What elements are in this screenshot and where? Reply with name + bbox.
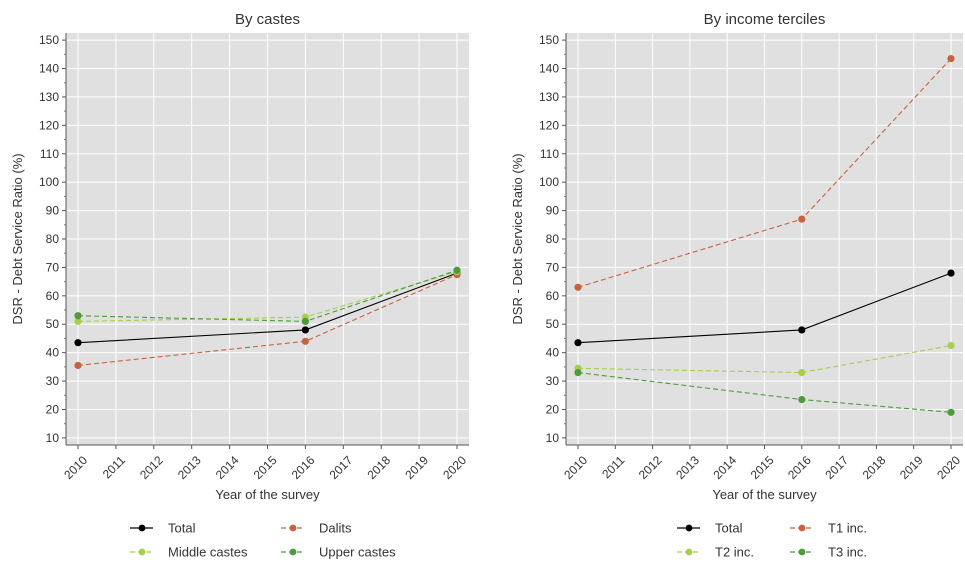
data-point: [301, 326, 309, 334]
data-point: [453, 266, 461, 274]
y-axis-label: DSR - Debt Service Ratio (%): [510, 153, 525, 324]
data-point: [947, 408, 955, 416]
legend-label: T3 inc.: [828, 545, 867, 560]
y-axis-label: DSR - Debt Service Ratio (%): [10, 153, 25, 324]
data-point: [947, 54, 955, 63]
y-tick-label: 110: [40, 147, 59, 161]
legend-swatch-marker: [138, 524, 146, 532]
x-tick-label: 2019: [897, 453, 926, 482]
y-tick-label: 20: [46, 402, 60, 416]
chart-title: By castes: [235, 11, 300, 28]
legend-label: T2 inc.: [715, 545, 754, 560]
x-tick-label: 2018: [860, 453, 889, 482]
legend-label: Total: [168, 521, 196, 536]
chart-title: By income terciles: [704, 11, 826, 28]
x-tick-label: 2017: [327, 453, 356, 482]
y-tick-label: 110: [540, 147, 559, 161]
data-point: [301, 337, 309, 345]
data-point: [74, 312, 82, 320]
data-point: [798, 326, 806, 334]
y-tick-label: 80: [46, 232, 60, 246]
legend-swatch-marker: [798, 548, 806, 556]
y-tick-label: 30: [46, 374, 60, 388]
data-point: [798, 215, 806, 223]
y-tick-label: 90: [46, 204, 60, 218]
x-tick-label: 2014: [710, 453, 739, 482]
x-tick-label: 2017: [822, 453, 851, 482]
legend-swatch-marker: [138, 548, 146, 556]
y-tick-label: 60: [46, 289, 60, 303]
legend-swatch-marker: [685, 524, 693, 532]
y-tick-label: 100: [539, 175, 559, 189]
data-point: [74, 361, 82, 370]
legend-label: Total: [715, 521, 743, 536]
legend-label: Upper castes: [319, 545, 396, 560]
legend-label: Middle castes: [168, 545, 248, 560]
x-tick-label: 2020: [440, 453, 469, 482]
x-tick-label: 2013: [673, 453, 702, 482]
legend-label: T1 inc.: [828, 521, 867, 536]
y-tick-label: 80: [546, 232, 560, 246]
data-point: [574, 368, 582, 377]
legend-label: Dalits: [319, 521, 352, 536]
y-tick-label: 10: [546, 431, 560, 445]
x-tick-label: 2016: [785, 453, 814, 482]
data-point: [947, 269, 955, 277]
x-tick-label: 2016: [289, 453, 318, 482]
y-tick-label: 130: [39, 90, 59, 104]
data-point: [947, 341, 955, 350]
x-tick-label: 2018: [364, 453, 393, 482]
y-tick-label: 120: [539, 118, 559, 132]
legend: Total T1 inc. T2 inc. T3 inc.: [677, 521, 867, 560]
chart-panel-by-castes: 10 20 30 40 50 60 70 80 90 100 110 120 130 140 150 2010…: [10, 11, 469, 560]
y-tick-label: 130: [539, 90, 559, 104]
legend-swatch-marker: [289, 524, 297, 532]
data-point: [798, 395, 806, 404]
y-tick-label: 60: [546, 289, 560, 303]
x-tick-label: 2010: [561, 453, 590, 482]
y-tick-label: 50: [546, 317, 560, 331]
y-tick-label: 150: [39, 33, 59, 47]
y-tick-label: 120: [39, 118, 59, 132]
data-point: [74, 339, 82, 347]
x-tick-label: 2010: [61, 453, 90, 482]
y-tick-label: 150: [539, 33, 559, 47]
x-tick-label: 2011: [100, 453, 128, 481]
x-tick-label: 2015: [251, 453, 280, 482]
data-point: [74, 317, 82, 325]
x-tick-label: 2011: [599, 453, 627, 481]
y-tick-label: 40: [546, 346, 560, 360]
y-tick-label: 30: [546, 374, 560, 388]
y-tick-label: 40: [46, 346, 60, 360]
data-point: [301, 317, 309, 325]
y-tick-label: 140: [539, 62, 559, 76]
y-tick-label: 90: [546, 204, 560, 218]
x-tick-label: 2015: [748, 453, 777, 482]
x-tick-label: 2019: [402, 453, 431, 482]
data-point: [574, 283, 582, 291]
legend-swatch-marker: [289, 548, 297, 556]
y-tick-label: 50: [46, 317, 60, 331]
x-axis-label: Year of the survey: [215, 487, 320, 502]
x-axis-label: Year of the survey: [712, 487, 817, 502]
x-tick-label: 2012: [137, 453, 166, 482]
legend-swatch-marker: [798, 524, 806, 532]
y-tick-label: 10: [46, 431, 60, 445]
y-tick-label: 70: [46, 260, 60, 274]
legend-swatch-marker: [685, 548, 693, 556]
y-tick-label: 20: [546, 402, 560, 416]
series-line: [577, 345, 952, 374]
legend: Total Dalits Middle castes Upper castes: [130, 521, 396, 560]
y-tick-label: 70: [546, 260, 560, 274]
y-tick-label: 140: [39, 62, 59, 76]
x-tick-label: 2012: [636, 453, 665, 482]
x-tick-label: 2020: [934, 453, 963, 482]
x-tick-label: 2014: [213, 453, 242, 482]
data-point: [798, 368, 806, 377]
chart-panel-by-income-terciles: 10 20 30 40 50 60 70 80 90 100 110 120 130 140 150 2010…: [510, 11, 963, 560]
x-tick-label: 2013: [175, 453, 204, 482]
data-point: [574, 339, 582, 347]
y-tick-label: 100: [39, 175, 59, 189]
